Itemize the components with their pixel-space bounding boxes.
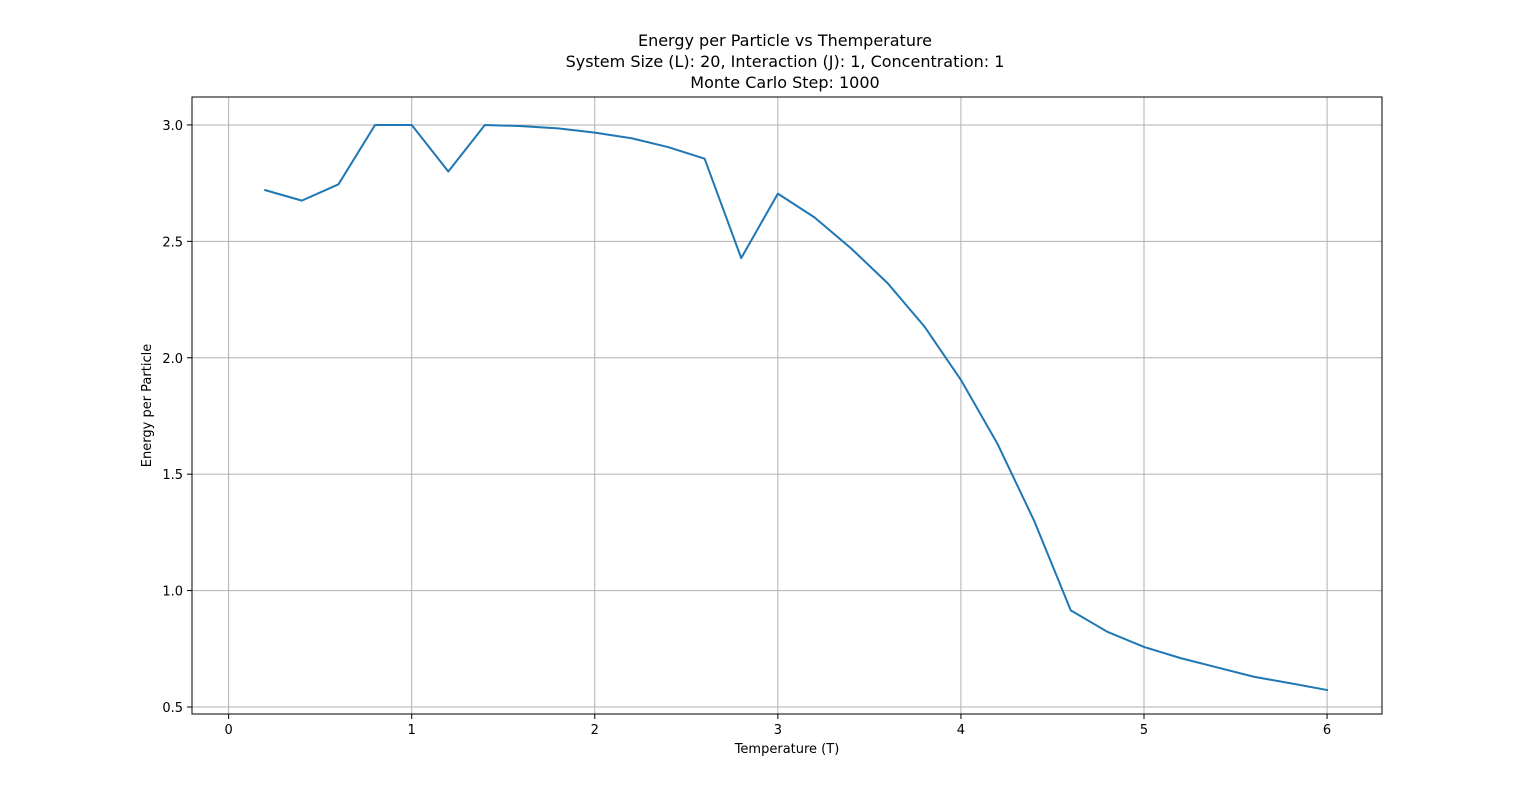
y-tick-label: 2.5 <box>162 235 183 250</box>
y-axis-label: Energy per Particle <box>140 344 155 467</box>
data-point <box>1143 646 1145 648</box>
data-point <box>374 124 376 126</box>
series-line-0 <box>263 123 1329 692</box>
chart-title-line-2: System Size (L): 20, Interaction (J): 1,… <box>566 52 1005 71</box>
data-point <box>777 193 779 195</box>
y-tick-label: 2.0 <box>162 352 183 367</box>
data-point <box>1326 689 1328 691</box>
x-axis-label: Temperature (T) <box>734 742 840 757</box>
data-point <box>337 183 339 185</box>
data-point <box>1253 676 1255 678</box>
plot-frame <box>191 96 1383 715</box>
y-tick-label: 0.5 <box>162 701 183 716</box>
x-axis-ticks: 0 1 2 3 4 5 6 <box>224 714 1331 738</box>
data-point <box>960 379 962 381</box>
data-point <box>521 125 523 127</box>
chart-title-line-1: Energy per Particle vs Themperature <box>638 31 932 50</box>
data-point <box>923 325 925 327</box>
x-tick-label: 0 <box>224 723 232 738</box>
series-layer <box>263 123 1329 692</box>
x-tick-label: 3 <box>774 723 782 738</box>
data-point <box>557 127 559 129</box>
y-tick-label: 1.5 <box>162 468 183 483</box>
data-point <box>704 158 706 160</box>
x-tick-label: 1 <box>408 723 416 738</box>
data-point <box>1106 631 1108 633</box>
chart-title-line-3: Monte Carlo Step: 1000 <box>690 73 879 92</box>
data-point <box>850 247 852 249</box>
x-tick-label: 6 <box>1323 723 1331 738</box>
data-point <box>594 132 596 134</box>
grid-lines <box>192 97 1382 714</box>
data-point <box>1070 609 1072 611</box>
x-tick-label: 2 <box>591 723 599 738</box>
data-point <box>484 124 486 126</box>
data-point <box>887 282 889 284</box>
data-point <box>1180 657 1182 659</box>
data-point <box>630 137 632 139</box>
data-point <box>667 146 669 148</box>
data-point <box>264 189 266 191</box>
data-point <box>1216 666 1218 668</box>
chart-title: Energy per Particle vs Themperature Syst… <box>566 31 1005 92</box>
y-tick-label: 3.0 <box>162 119 183 134</box>
data-point <box>740 257 742 259</box>
data-point <box>813 216 815 218</box>
y-axis-ticks: 0.5 1.0 1.5 2.0 2.5 3.0 <box>162 119 192 716</box>
data-point <box>997 443 999 445</box>
data-point <box>447 171 449 173</box>
data-point <box>411 124 413 126</box>
x-tick-label: 4 <box>957 723 965 738</box>
y-tick-label: 1.0 <box>162 585 183 600</box>
data-point <box>301 200 303 202</box>
data-point <box>1289 682 1291 684</box>
data-point <box>1033 520 1035 522</box>
x-tick-label: 5 <box>1140 723 1148 738</box>
